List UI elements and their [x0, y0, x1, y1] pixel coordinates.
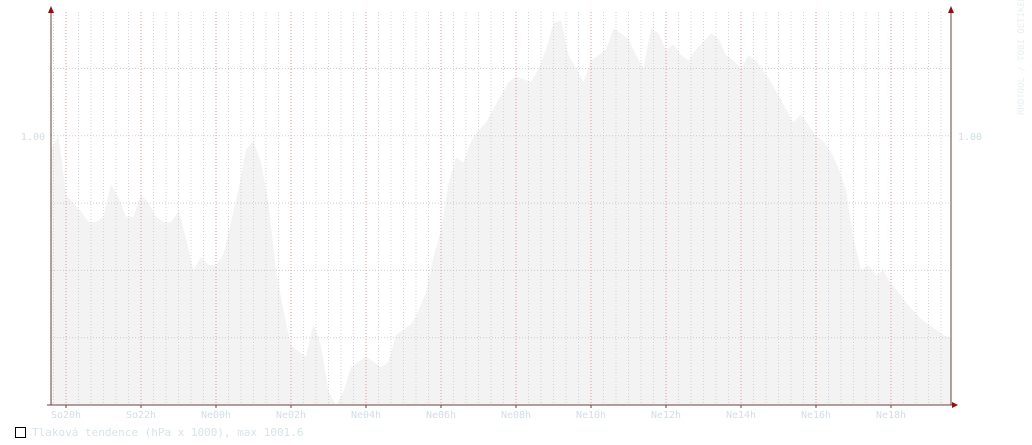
label-layer: So20h So22h Ne00h Ne02h Ne04h Ne06h Ne08h Ne10h…	[21, 132, 982, 421]
area-layer	[51, 20, 951, 405]
x-tick-label: Ne02h	[276, 410, 306, 421]
legend-swatch	[15, 426, 26, 438]
legend-label: Tlaková tendence (hPa x 1000), max 1001.…	[32, 425, 304, 439]
series-area	[51, 20, 951, 405]
x-tick-label: So20h	[51, 410, 81, 421]
axis-layer	[47, 6, 958, 408]
x-tick-label: Ne18h	[876, 410, 906, 421]
x-tick-label: Ne00h	[201, 410, 231, 421]
x-tick-label: So22h	[126, 410, 156, 421]
x-tick-label: Ne14h	[726, 410, 756, 421]
y-axis-right-arrow	[948, 6, 954, 13]
x-tick-label: Ne12h	[651, 410, 681, 421]
x-tick-label: Ne04h	[351, 410, 381, 421]
x-axis-arrow	[952, 402, 958, 408]
x-tick-label: Ne08h	[501, 410, 531, 421]
legend: Tlaková tendence (hPa x 1000), max 1001.…	[15, 425, 304, 439]
y-tick-label-left: 1.00	[21, 132, 45, 143]
y-tick-label-right: 1.00	[958, 132, 982, 143]
grid-layer	[51, 12, 951, 405]
x-tick-label: Ne10h	[576, 410, 606, 421]
y-axis-left-arrow	[48, 6, 54, 13]
x-tick-label: Ne06h	[426, 410, 456, 421]
x-tick-label: Ne16h	[801, 410, 831, 421]
side-watermark-text: RRDTOOL / TOBI OETIKER	[1017, 0, 1027, 115]
